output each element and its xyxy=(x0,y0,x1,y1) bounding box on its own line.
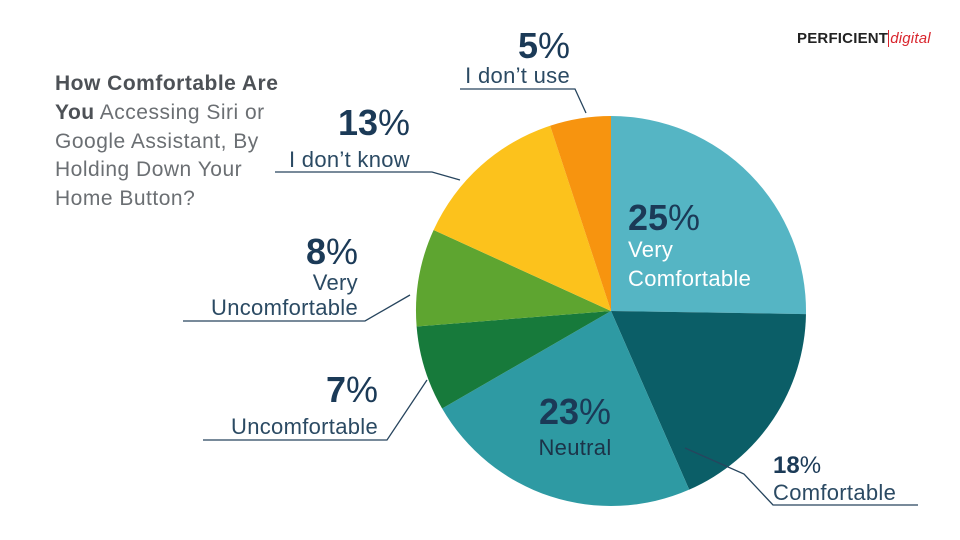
pie-slice-uncomfortable xyxy=(416,311,611,409)
data-label-value-comfortable: 18% xyxy=(773,452,821,479)
data-label-category-uncomfortable: Uncomfortable xyxy=(231,414,378,439)
pie-slice-neutral xyxy=(442,311,690,506)
data-label-category-i-don-t-use: I don’t use xyxy=(465,63,570,88)
pie-slice-very-uncomfortable xyxy=(415,229,611,327)
data-label-value-very-comfortable: 25% xyxy=(628,197,700,238)
chart-title-regular: Accessing Siri or Google Assistant, By H… xyxy=(55,100,265,211)
pie-slice-very-comfortable xyxy=(611,116,807,315)
leader-line-uncomfortable xyxy=(203,379,428,441)
data-label-value-very-uncomfortable: 8% xyxy=(306,231,358,272)
leader-line-i-don-t-use xyxy=(460,88,587,114)
data-label-category-comfortable: Comfortable xyxy=(773,480,896,505)
perficient-digital-logo: PERFICIENT digital xyxy=(797,30,931,47)
data-label-category-very-comfortable-line1: Very xyxy=(628,237,673,262)
data-label-value-neutral: 23% xyxy=(539,391,611,432)
chart-title-bold: How Comfortable Are You xyxy=(55,72,279,124)
logo-text-digital: digital xyxy=(888,30,931,47)
data-label-category-very-uncomfortable-line1: Very xyxy=(313,270,358,295)
pie-slice-comfortable xyxy=(611,311,806,490)
data-label-category-i-don-t-know: I don’t know xyxy=(289,147,410,172)
leader-line-i-don-t-know xyxy=(275,171,461,181)
data-label-category-very-comfortable-line2: Comfortable xyxy=(628,266,751,291)
leader-line-very-uncomfortable xyxy=(183,294,411,322)
data-label-value-i-don-t-know: 13% xyxy=(338,102,410,143)
leader-line-comfortable xyxy=(684,447,918,506)
pie-slice-i-don-t-know xyxy=(433,125,611,312)
data-label-category-neutral: Neutral xyxy=(538,435,611,460)
logo-text-perficient: PERFICIENT xyxy=(797,30,889,47)
pie-slice-i-don-t-use xyxy=(550,116,611,311)
data-label-category-very-uncomfortable-line2: Uncomfortable xyxy=(211,295,358,320)
data-label-value-uncomfortable: 7% xyxy=(326,369,378,410)
data-label-value-i-don-t-use: 5% xyxy=(518,25,570,66)
chart-title: How Comfortable Are You Accessing Siri o… xyxy=(55,70,295,214)
